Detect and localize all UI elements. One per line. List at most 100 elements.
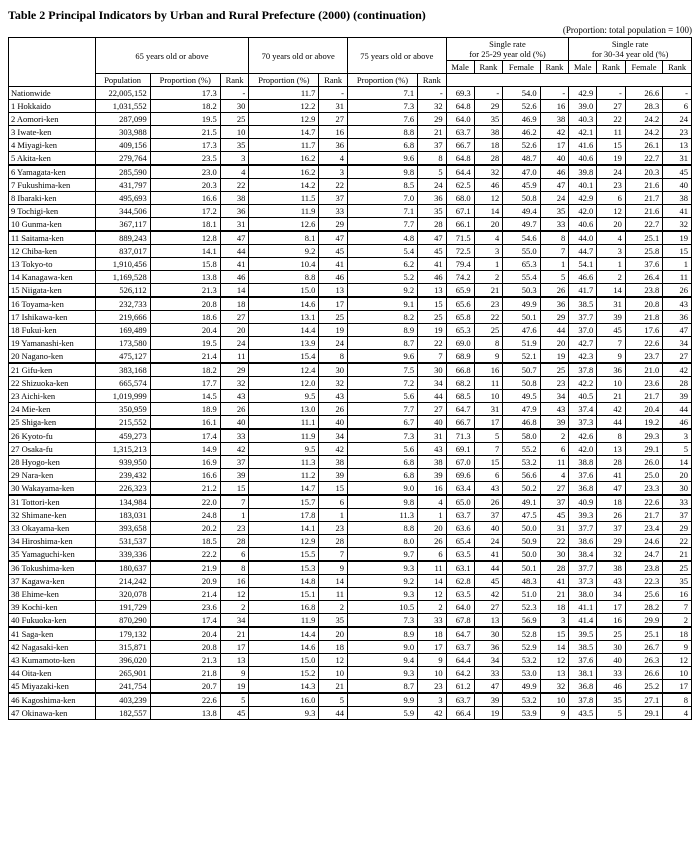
table-cell: 28.3 [625,100,662,113]
table-row: 25 Shiga-ken215,55216.14011.1406.74066.7… [9,416,692,430]
table-cell: - [474,87,503,100]
table-cell: 38.8 [569,456,597,469]
table-cell: 13 [663,139,692,152]
table-cell: 3 [663,429,692,443]
table-cell: 10 [319,667,348,680]
table-cell: 9.5 [249,390,319,403]
table-cell: 42 [418,707,447,720]
table-cell: 25.8 [625,245,662,258]
table-cell: 46 Kagoshima-ken [9,693,96,707]
table-cell: 191,729 [95,601,150,614]
table-cell: 9.3 [348,588,418,601]
table-cell: 43 [597,575,626,588]
table-cell: 15.2 [249,667,319,680]
table-cell: 23.6 [150,601,220,614]
table-cell: 42.7 [569,337,597,350]
table-cell: 44 [597,416,626,430]
table-row: 39 Kochi-ken191,72923.6216.8210.5264.027… [9,601,692,614]
table-cell: 22.3 [625,575,662,588]
table-cell: 37.6 [569,654,597,667]
table-cell: 56.9 [503,614,540,628]
table-cell: 67.1 [446,205,474,218]
table-cell: 34 [597,588,626,601]
table-cell: 1,169,528 [95,271,150,284]
table-cell: 5.6 [348,390,418,403]
table-cell: 6 [220,548,249,562]
table-cell: 49.7 [503,218,540,232]
table-cell: 40 [319,416,348,430]
table-cell: 11.9 [249,429,319,443]
table-cell: 18.2 [150,100,220,113]
table-cell: 17.4 [150,614,220,628]
table-cell: 20 [663,469,692,482]
table-cell: 47 [220,231,249,245]
table-cell: 4 [220,165,249,179]
table-cell: 11.2 [249,469,319,482]
table-row: 2 Aomori-ken287,09919.52512.9277.62964.0… [9,113,692,126]
table-cell: 9.3 [249,707,319,720]
table-cell: 19 [220,680,249,694]
table-cell: 14 [220,284,249,298]
table-cell: 43.5 [569,707,597,720]
table-cell: 18 [540,601,569,614]
table-cell: 36 Tokushima-ken [9,561,96,575]
table-cell: 27 [540,482,569,496]
table-cell: 38.1 [569,667,597,680]
table-cell: 11 [474,377,503,390]
table-cell: 14.6 [249,297,319,311]
table-cell: 11 [597,126,626,139]
table-cell: 3 [540,614,569,628]
table-cell: 31 [597,297,626,311]
table-cell: 1,910,456 [95,258,150,271]
table-cell: 15 [474,456,503,469]
table-cell: 42 [597,403,626,416]
table-cell: 21.5 [150,126,220,139]
table-cell: 531,537 [95,535,150,548]
table-cell: 16 [663,588,692,601]
table-cell: 14 [319,575,348,588]
table-cell: 37.8 [569,693,597,707]
table-cell: 25.0 [625,469,662,482]
table-cell: 69.3 [446,87,474,100]
table-cell: 2 [220,601,249,614]
table-row: 34 Hiroshima-ken531,53718.52812.9288.026… [9,535,692,548]
table-cell: 35 [319,614,348,628]
table-cell: 9 [319,561,348,575]
table-cell: 30 [319,363,348,377]
table-cell: 18 Fukui-ken [9,324,96,337]
table-cell: 8 [597,429,626,443]
table-cell: 16.9 [150,456,220,469]
table-row: 13 Tokyo-to1,910,45615.84110.4416.24179.… [9,258,692,271]
table-cell: 43 [418,443,447,456]
table-cell: 17 Ishikawa-ken [9,311,96,324]
table-cell: 31 [663,152,692,166]
table-cell: 23.6 [625,377,662,390]
table-cell: 47 [597,482,626,496]
table-cell: 6.8 [348,139,418,152]
table-cell: 17 [597,601,626,614]
table-cell: 22 [418,337,447,350]
table-cell: 22 [220,179,249,192]
table-cell: 65.0 [446,495,474,509]
table-cell: 22 [474,311,503,324]
table-cell: 37.6 [625,258,662,271]
table-cell: 74.2 [446,271,474,284]
table-cell: 25 [597,627,626,641]
table-cell: 7 Fukushima-ken [9,179,96,192]
table-cell: 26 [597,509,626,522]
table-cell: 33 [319,205,348,218]
table-cell: 32 [597,548,626,562]
table-cell: 66.8 [446,363,474,377]
table-cell: 11.7 [249,87,319,100]
table-cell: 52.3 [503,601,540,614]
table-cell: 21.3 [150,654,220,667]
table-cell: 52.6 [503,139,540,152]
table-cell: 13.9 [249,337,319,350]
table-cell: 28 [663,377,692,390]
table-cell: 15.8 [150,258,220,271]
table-cell: 20.3 [150,179,220,192]
table-cell: 14.5 [150,390,220,403]
header-prop: Proportion (%) [150,74,220,87]
table-cell: 32 [663,218,692,232]
table-cell: 46.6 [569,271,597,284]
